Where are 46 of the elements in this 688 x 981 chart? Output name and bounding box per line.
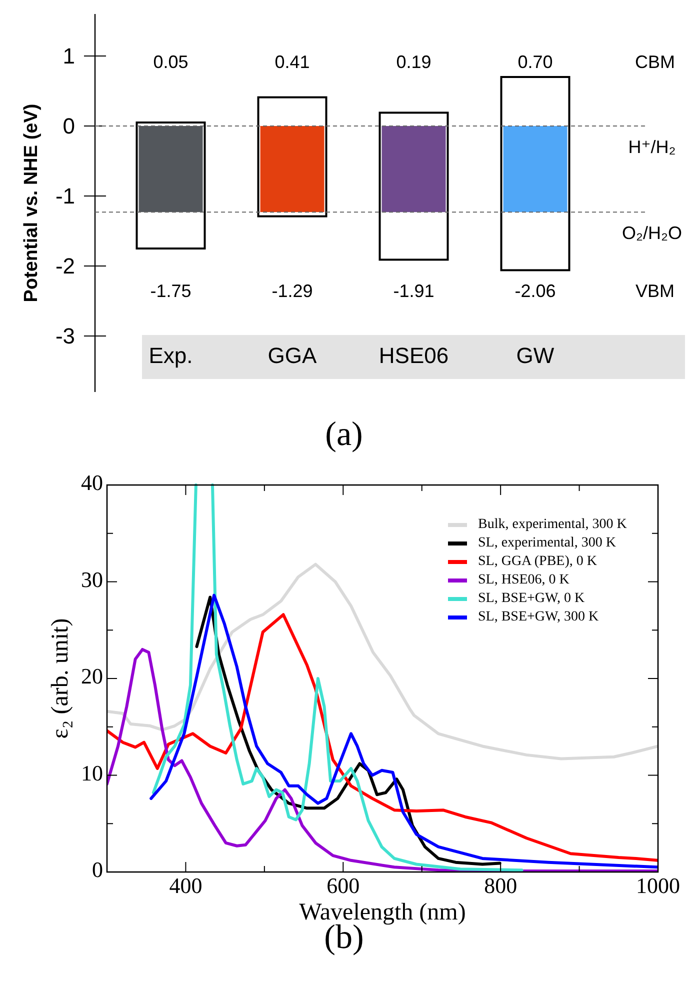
bar: [382, 126, 446, 212]
legend-label: SL, BSE+GW, 300 K: [478, 610, 599, 625]
x-tick-label: HSE06: [378, 342, 449, 368]
legend-label: SL, HSE06, 0 K: [478, 572, 570, 588]
annotation: -1.75: [150, 280, 192, 301]
legend-label: Bulk, experimental, 300 K: [478, 517, 627, 532]
annotation: 0.41: [274, 52, 310, 72]
y-tick-label: -3: [55, 324, 75, 349]
annotation: -1.29: [272, 280, 313, 301]
annotation: CBM: [635, 52, 675, 72]
y-axis-title: Potential vs. NHE (eV): [21, 104, 42, 302]
y-tick-label: 20: [81, 664, 103, 689]
annotation: 0.19: [396, 52, 432, 72]
line-series: [107, 648, 658, 872]
annotation: -1.91: [393, 280, 434, 301]
x-tick-label: 400: [169, 873, 202, 898]
text: (a): [325, 416, 363, 453]
y-tick-label: -1: [55, 184, 75, 209]
y-tick-label: 0: [62, 114, 75, 139]
y-tick-label: 10: [81, 760, 103, 786]
bar: [503, 126, 568, 212]
line-series: [150, 594, 658, 869]
x-tick-label: 600: [326, 873, 360, 898]
legend-label: SL, GGA (PBE), 0 K: [478, 554, 598, 570]
annotation: VBM: [635, 280, 675, 301]
x-tick-label: GGA: [268, 342, 318, 368]
ref-line-label: O₂/H₂O: [622, 222, 682, 243]
y-tick-label: -2: [55, 254, 75, 279]
bar: [260, 126, 324, 212]
x-tick-label: 800: [484, 873, 518, 898]
annotation: 0.70: [518, 52, 553, 72]
x-tick-label: 1000: [636, 873, 680, 898]
legend-label: SL, experimental, 300 K: [478, 536, 616, 551]
y-tick-label: 40: [81, 470, 103, 496]
annotation: 0.05: [153, 52, 188, 72]
y-tick-label: 30: [81, 566, 103, 592]
y-tick-label: 1: [62, 44, 75, 69]
line-series: [107, 613, 658, 862]
y-axis-title: ε₂ (arb. unit): [48, 618, 74, 739]
x-tick-label: Exp.: [148, 342, 193, 368]
bar: [138, 126, 203, 212]
y-tick-label: 0: [92, 857, 103, 882]
legend-label: SL, BSE+GW, 0 K: [478, 591, 585, 606]
ref-line-label: H⁺/H₂: [628, 136, 676, 157]
x-tick-label: GW: [516, 342, 554, 368]
annotation: -2.06: [514, 280, 556, 301]
